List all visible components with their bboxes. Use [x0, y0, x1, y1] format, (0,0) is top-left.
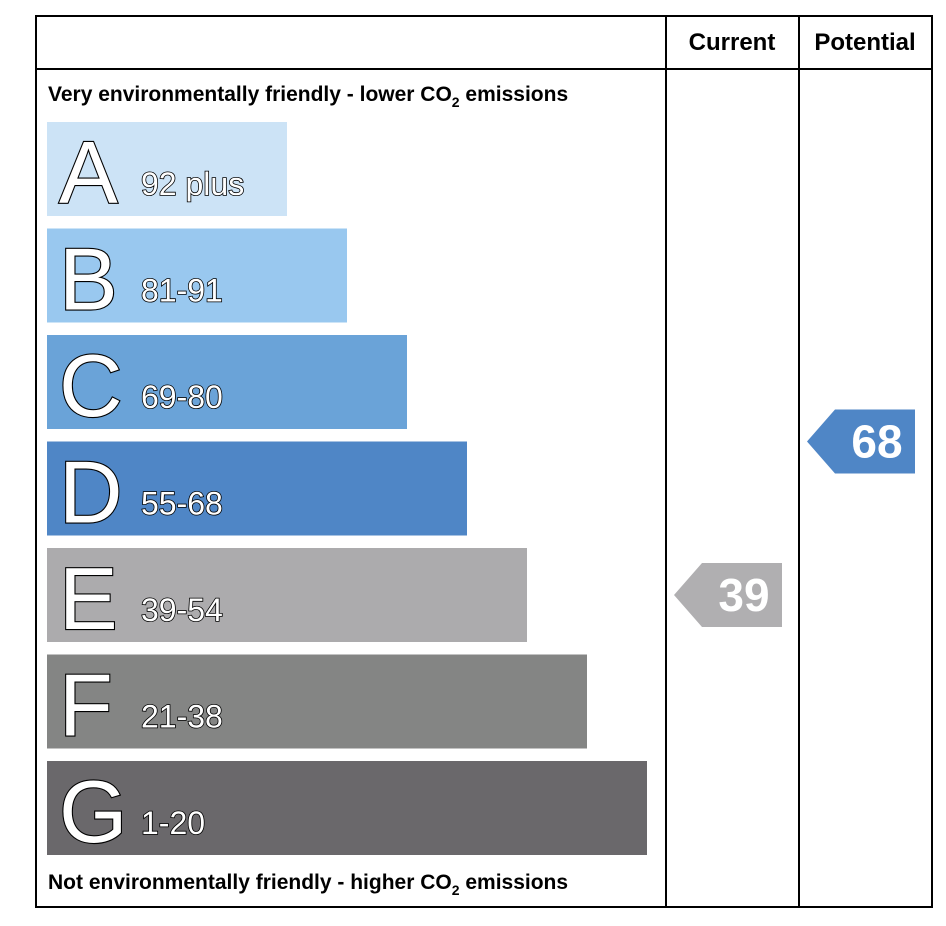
band-range-f: 21-38	[141, 699, 223, 735]
caption-bottom-suffix: emissions	[460, 871, 569, 894]
band-range-e: 39-54	[141, 592, 223, 628]
band-letter-g: G	[59, 762, 127, 861]
band-bar-g	[47, 761, 647, 855]
potential-rating-pointer-arrow	[807, 409, 915, 474]
band-letter-f: F	[59, 656, 113, 755]
band-bar-a	[47, 122, 287, 216]
band-letter-a: A	[59, 123, 118, 222]
current-rating-pointer: 39	[674, 563, 782, 627]
band-range-a: 92 plus	[141, 166, 244, 202]
rating-pointers: 39 68	[674, 409, 915, 627]
current-rating-pointer-value: 39	[718, 569, 769, 621]
band-letter-d: D	[59, 443, 123, 542]
band-bar-b	[47, 228, 347, 323]
band-c: C 69-80	[47, 335, 407, 436]
band-d: D 55-68	[47, 441, 467, 543]
caption-top-suffix: emissions	[460, 83, 569, 106]
caption-bottom-prefix: Not environmentally friendly - higher CO	[48, 871, 452, 894]
potential-column-header: Potential	[814, 29, 915, 56]
band-bar-c	[47, 335, 407, 429]
caption-bottom-subscript: 2	[452, 882, 460, 898]
current-column-header: Current	[689, 29, 776, 56]
band-b: B 81-91	[47, 228, 347, 330]
current-rating-pointer-arrow	[674, 563, 782, 627]
caption-top-prefix: Very environmentally friendly - lower CO	[48, 83, 452, 106]
band-bar-f	[47, 654, 587, 749]
band-f: F 21-38	[47, 654, 587, 756]
band-letter-b: B	[59, 230, 118, 329]
band-a: A 92 plus	[47, 122, 287, 223]
band-range-c: 69-80	[141, 379, 223, 415]
band-bar-d	[47, 441, 467, 536]
band-g: G 1-20	[47, 761, 647, 862]
band-e: E 39-54	[47, 548, 527, 649]
band-letter-e: E	[59, 549, 118, 648]
caption-top-subscript: 2	[452, 94, 460, 110]
band-range-d: 55-68	[141, 486, 223, 522]
rating-bands: A 92 plus B 81-91 C 69-80 D 55-68 E 39-54 F 21-38 G 1…	[47, 122, 647, 862]
band-range-b: 81-91	[141, 273, 223, 309]
caption-bottom: Not environmentally friendly - higher CO…	[48, 871, 568, 898]
caption-top: Very environmentally friendly - lower CO…	[48, 83, 568, 110]
potential-rating-pointer: 68	[807, 409, 915, 474]
band-letter-c: C	[59, 336, 123, 435]
band-bar-e	[47, 548, 527, 642]
potential-rating-pointer-value: 68	[851, 416, 902, 468]
band-range-g: 1-20	[141, 805, 205, 841]
